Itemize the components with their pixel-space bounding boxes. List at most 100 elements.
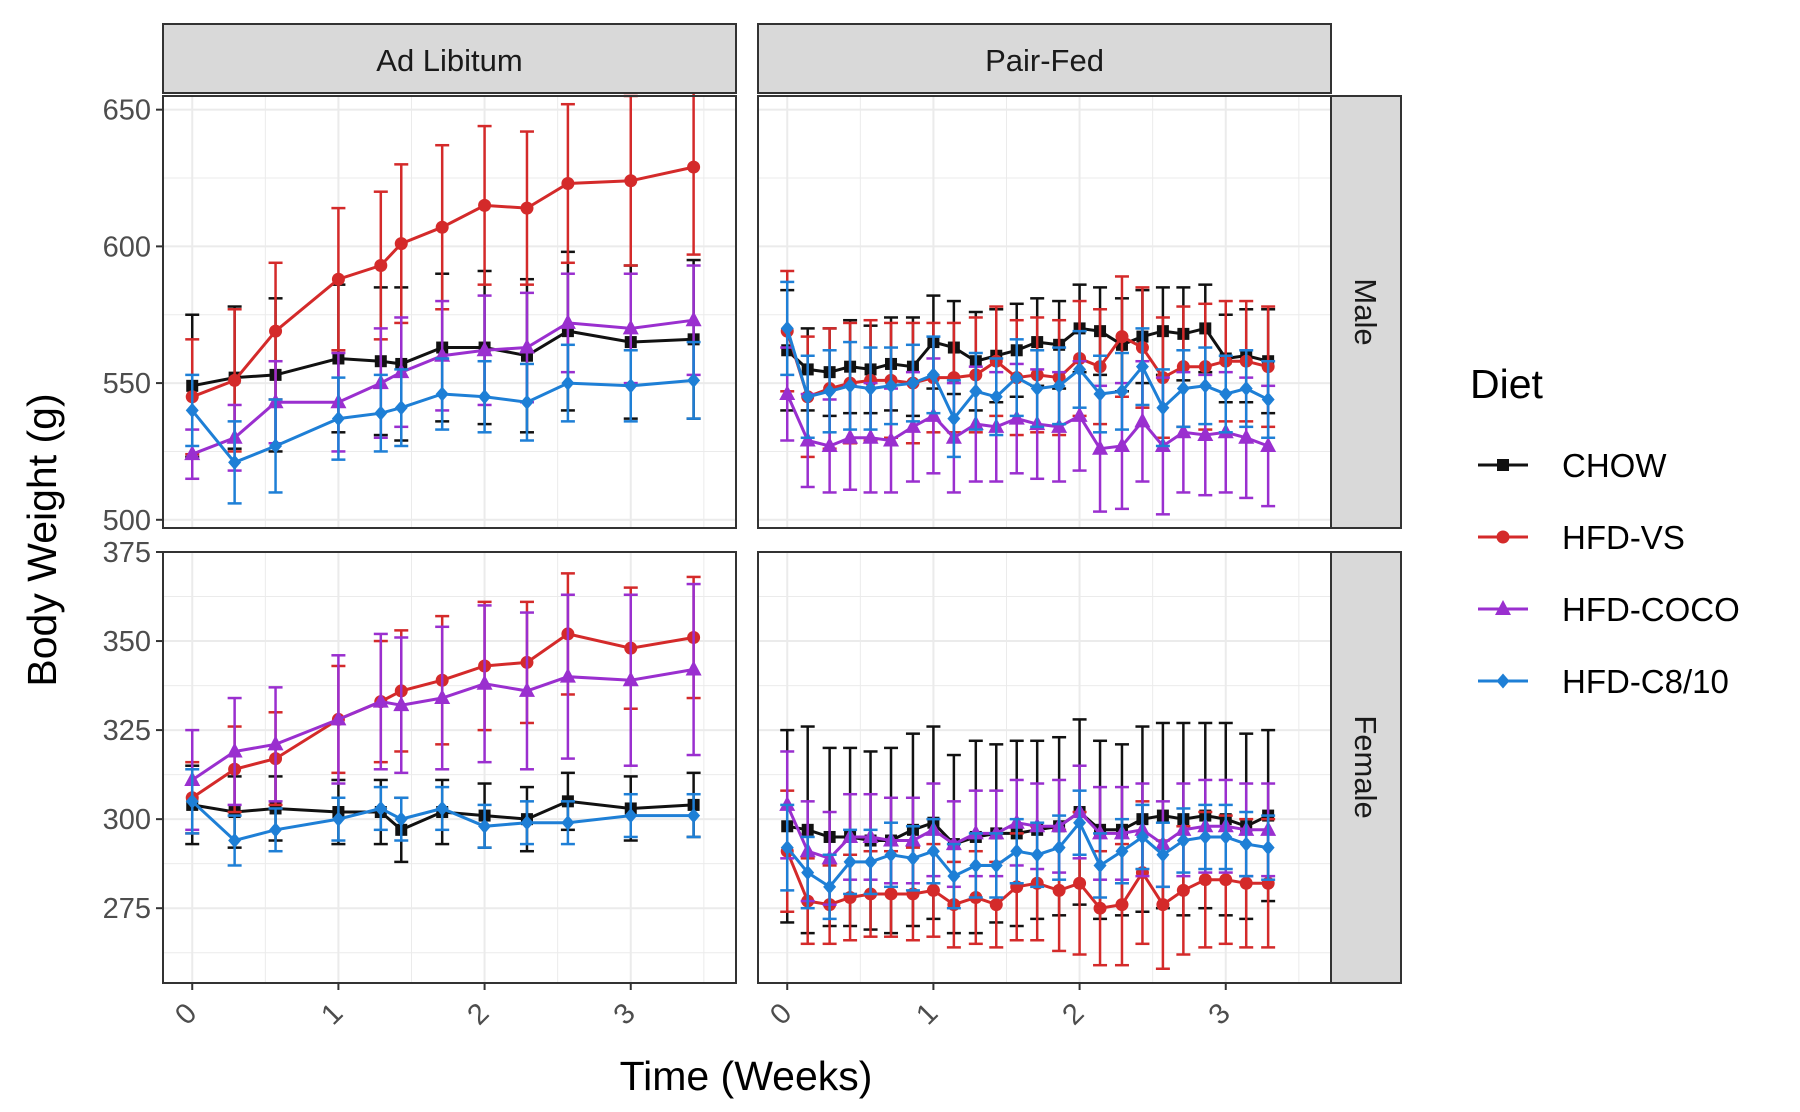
data-point — [1115, 383, 1129, 399]
data-point — [518, 681, 535, 697]
data-point — [1198, 873, 1212, 887]
y-tick-label: 650 — [103, 95, 151, 127]
legend-key-marker — [1495, 600, 1511, 615]
data-point — [1238, 428, 1255, 444]
data-point — [185, 793, 199, 809]
data-point — [1197, 426, 1214, 442]
legend: Diet CHOW HFD-VS HFD-COCO HFD-C8/10 — [1470, 361, 1740, 700]
data-point — [1093, 901, 1107, 915]
data-point — [1219, 873, 1233, 887]
legend-label: HFD-VS — [1562, 519, 1685, 556]
data-point — [926, 843, 940, 859]
data-point — [687, 372, 701, 388]
data-point — [184, 445, 201, 461]
data-point — [1010, 843, 1024, 859]
data-point — [267, 735, 284, 751]
data-point — [1176, 833, 1190, 849]
data-point — [779, 795, 796, 811]
data-point — [1198, 378, 1212, 394]
data-point — [884, 887, 898, 901]
data-point — [394, 237, 408, 251]
data-point — [1156, 898, 1170, 912]
data-point — [478, 818, 492, 834]
data-point — [801, 389, 815, 405]
data-point — [518, 338, 535, 354]
x-axis-title: Time (Weeks) — [620, 1053, 873, 1099]
data-point — [780, 320, 794, 336]
data-point — [1093, 857, 1107, 873]
data-point — [906, 850, 920, 866]
series-hfd-c8-10 — [780, 789, 1276, 921]
data-point — [1156, 400, 1170, 416]
series-hfd-c8-10 — [780, 280, 1276, 459]
facet-label-male: Male — [1348, 278, 1383, 345]
series-line-hfd-c8-10 — [191, 378, 694, 465]
data-point — [393, 696, 410, 712]
data-point — [1115, 898, 1129, 912]
legend-title: Diet — [1470, 361, 1544, 407]
data-point — [559, 313, 576, 329]
x-tick-label: 3 — [608, 997, 642, 1031]
legend-key-marker — [1496, 530, 1510, 544]
y-tick-label: 500 — [103, 505, 151, 537]
data-point — [520, 815, 534, 831]
data-point — [884, 378, 898, 394]
data-point — [520, 394, 534, 410]
data-point — [331, 272, 345, 286]
data-point — [435, 800, 449, 816]
data-point — [434, 689, 451, 705]
x-tick-label: 0 — [764, 997, 798, 1031]
data-point — [864, 854, 878, 870]
data-point — [843, 854, 857, 870]
data-point — [226, 742, 243, 758]
data-point — [947, 411, 961, 427]
y-tick-label: 375 — [103, 537, 151, 569]
data-point — [687, 160, 701, 174]
data-point — [374, 800, 388, 816]
data-point — [926, 367, 940, 383]
data-point — [520, 201, 534, 215]
facet-strip-ad-libitum: Ad Libitum — [162, 23, 737, 94]
data-point — [228, 454, 242, 470]
panel-background — [163, 552, 736, 983]
data-point — [1219, 829, 1233, 845]
legend-item-chow: CHOW — [1478, 447, 1667, 484]
data-point — [372, 692, 389, 708]
data-point — [374, 259, 388, 273]
data-point — [947, 868, 961, 884]
data-point — [331, 411, 345, 427]
data-point — [394, 811, 408, 827]
data-point — [969, 857, 983, 873]
data-point — [1113, 436, 1130, 452]
legend-key-marker — [1496, 673, 1510, 689]
data-point — [906, 375, 920, 391]
y-axis-title: Body Weight (g) — [19, 393, 65, 686]
panel-pair-fed-female: 0 1 2 3 — [757, 551, 1332, 1031]
data-point — [561, 375, 575, 391]
data-point — [685, 311, 702, 327]
data-point — [687, 808, 701, 824]
data-point — [476, 341, 493, 357]
x-tick-label: 2 — [461, 997, 495, 1031]
panels-layer: 500 550 600 650 275 300 325 350 375 0 1 2 3 0 1 2 3 — [103, 78, 1332, 1031]
data-point — [988, 824, 1005, 840]
data-point — [561, 815, 575, 831]
facet-label-ad-libitum: Ad Libitum — [376, 43, 522, 78]
legend-label: CHOW — [1562, 447, 1667, 484]
data-point — [989, 857, 1003, 873]
series-line-hfd-vs — [191, 165, 694, 399]
data-point — [1260, 436, 1277, 452]
data-point — [1010, 370, 1024, 386]
panel-background — [758, 96, 1331, 528]
x-tick-label: 3 — [1203, 997, 1237, 1031]
data-point — [374, 405, 388, 421]
data-point — [1073, 876, 1087, 890]
data-point — [1073, 815, 1087, 831]
data-point — [394, 400, 408, 416]
legend-key-marker — [1497, 459, 1509, 471]
data-point — [842, 428, 859, 444]
panel-border — [162, 95, 737, 529]
x-tick-label: 2 — [1056, 997, 1090, 1031]
data-point — [478, 198, 492, 212]
